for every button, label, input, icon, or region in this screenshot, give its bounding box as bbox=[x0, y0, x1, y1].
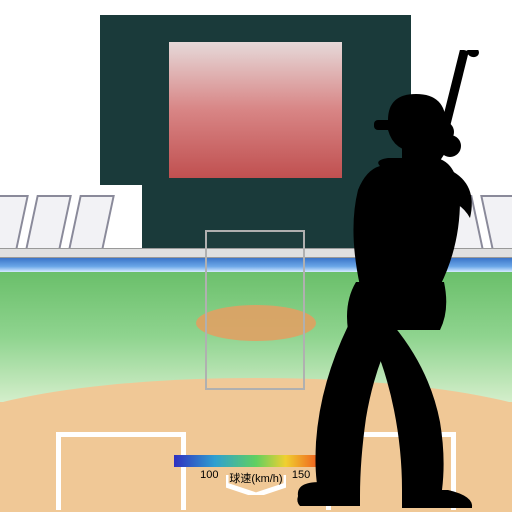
colorbar-gradient bbox=[174, 455, 338, 467]
batters-box-left bbox=[56, 432, 186, 510]
colorbar-tick-150: 150 bbox=[292, 469, 310, 481]
velocity-colorbar: 100 150 球速(km/h) bbox=[174, 455, 338, 486]
scoreboard-screen bbox=[169, 42, 342, 178]
strike-zone bbox=[205, 230, 305, 390]
pitch-location-scene: 100 150 球速(km/h) bbox=[0, 0, 512, 512]
batters-box-right bbox=[326, 432, 456, 510]
colorbar-label: 球速(km/h) bbox=[174, 470, 338, 486]
colorbar-tick-100: 100 bbox=[200, 469, 218, 481]
